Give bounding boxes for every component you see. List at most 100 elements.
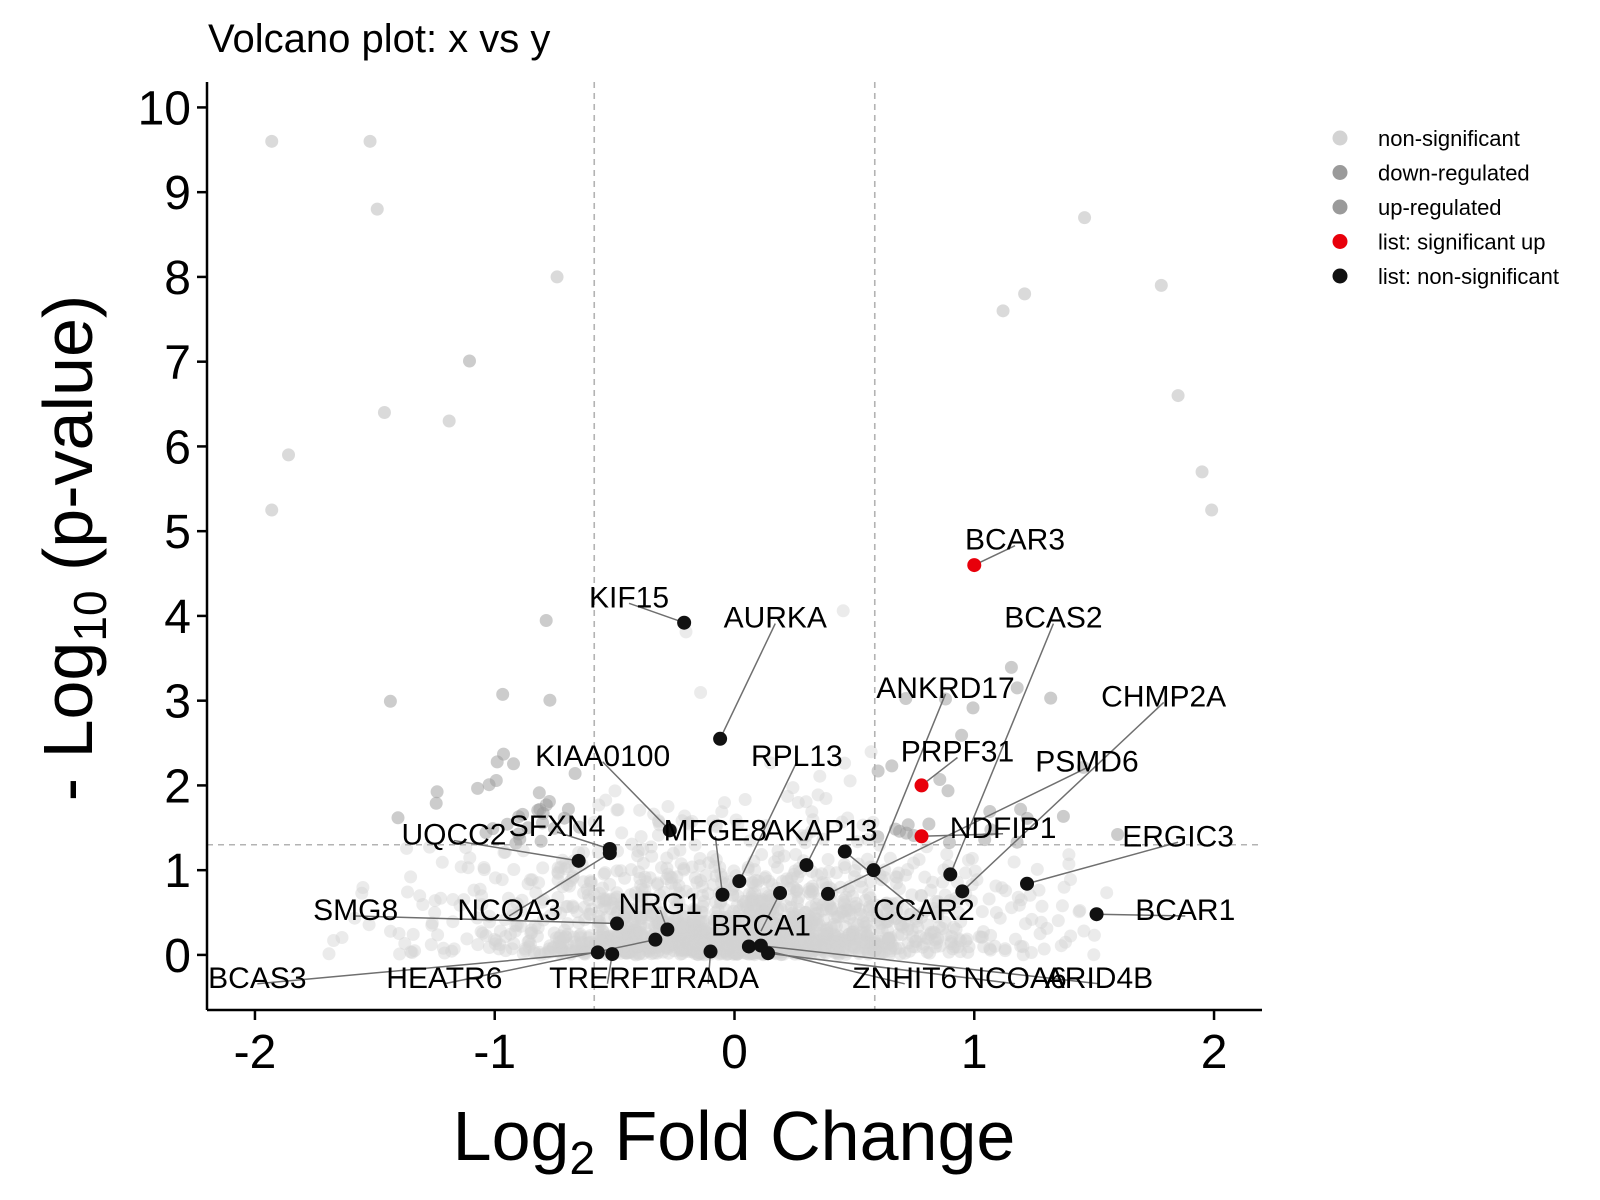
non-significant-point xyxy=(1012,898,1026,912)
non-significant-point xyxy=(880,906,894,920)
non-significant-point xyxy=(885,910,899,924)
non-significant-point xyxy=(655,912,669,926)
non-significant-point xyxy=(999,884,1013,898)
non-significant-point xyxy=(854,935,868,949)
non-significant-point xyxy=(672,895,686,909)
y-tick-label: 8 xyxy=(164,252,191,305)
non-significant-point xyxy=(716,914,730,928)
non-significant-point xyxy=(693,931,707,945)
point-smg8 xyxy=(610,916,625,931)
non-significant-point xyxy=(793,909,807,923)
non-significant-point xyxy=(786,916,800,930)
non-significant-point xyxy=(781,929,795,943)
non-significant-point xyxy=(507,937,521,951)
non-significant-point xyxy=(888,912,902,926)
non-significant-point xyxy=(764,756,778,770)
up-regulated-point xyxy=(922,817,936,831)
non-significant-point xyxy=(742,915,756,929)
non-significant-point xyxy=(790,883,804,897)
non-significant-point xyxy=(674,857,688,871)
non-significant-point xyxy=(1023,888,1037,902)
non-significant-point xyxy=(640,890,654,904)
non-significant-point xyxy=(952,906,966,920)
non-significant-point xyxy=(666,846,680,860)
non-significant-point xyxy=(820,923,834,937)
non-significant-point xyxy=(682,937,696,951)
non-significant-point xyxy=(561,860,575,874)
non-significant-point xyxy=(327,934,341,947)
down-regulated-point xyxy=(532,786,546,800)
non-significant-point xyxy=(846,925,860,939)
non-significant-point xyxy=(920,945,934,959)
non-significant-point xyxy=(680,936,694,950)
non-significant-point xyxy=(799,933,813,947)
point-brca1 xyxy=(773,886,788,901)
non-significant-point xyxy=(748,863,762,877)
non-significant-point xyxy=(438,946,452,960)
non-significant-point xyxy=(789,941,803,955)
non-significant-point xyxy=(730,899,744,913)
down-regulated-point xyxy=(463,354,476,368)
non-significant-point xyxy=(886,939,900,953)
non-significant-point xyxy=(363,134,377,148)
non-significant-point xyxy=(404,945,418,959)
non-significant-point xyxy=(686,923,700,937)
non-significant-point xyxy=(514,919,528,933)
non-significant-point xyxy=(687,902,701,916)
non-significant-point xyxy=(740,926,754,940)
point-kiaa0100 xyxy=(662,823,677,838)
non-significant-point xyxy=(630,910,644,924)
non-significant-point xyxy=(701,926,715,940)
non-significant-point xyxy=(960,932,974,946)
label-aurka: AURKA xyxy=(724,602,827,635)
non-significant-point xyxy=(717,933,731,947)
non-significant-point xyxy=(767,935,781,949)
non-significant-point xyxy=(792,922,806,936)
non-significant-point xyxy=(639,902,653,916)
non-significant-point xyxy=(953,945,967,959)
non-significant-point xyxy=(475,898,489,912)
non-significant-point xyxy=(708,934,722,948)
non-significant-point xyxy=(731,889,745,903)
non-significant-point xyxy=(621,928,635,942)
non-significant-point xyxy=(696,928,710,942)
non-significant-point xyxy=(915,910,928,924)
label-rpl13: RPL13 xyxy=(751,740,843,773)
non-significant-point xyxy=(720,929,734,943)
x-ticks: -2 -1 0 1 2 xyxy=(234,1010,1228,1079)
non-significant-point xyxy=(681,934,695,948)
non-significant-point xyxy=(781,926,795,940)
non-significant-point xyxy=(515,893,529,907)
non-significant-point xyxy=(596,894,610,908)
non-significant-point xyxy=(551,865,565,879)
non-significant-point xyxy=(610,931,624,945)
non-significant-point xyxy=(725,917,739,930)
non-significant-point xyxy=(701,887,715,901)
non-significant-point xyxy=(552,931,566,945)
non-significant-point xyxy=(544,945,557,959)
non-significant-point xyxy=(798,928,812,942)
non-significant-point xyxy=(728,935,741,949)
non-significant-point xyxy=(463,851,477,865)
non-significant-point xyxy=(781,933,795,947)
non-significant-point xyxy=(611,905,625,919)
non-significant-point xyxy=(532,876,546,890)
connector-ergic3 xyxy=(1026,841,1179,885)
non-significant-point xyxy=(924,883,938,897)
non-significant-point xyxy=(628,923,642,937)
y-tick-label: 3 xyxy=(164,676,191,729)
label-ergic3: ERGIC3 xyxy=(1122,820,1234,853)
non-significant-point xyxy=(749,899,763,912)
non-significant-point xyxy=(719,917,733,931)
non-significant-point xyxy=(653,888,667,902)
non-significant-point xyxy=(431,928,445,942)
x-tick-label: 2 xyxy=(1201,1026,1228,1079)
y-tick-label: 5 xyxy=(164,506,191,559)
non-significant-point xyxy=(745,875,759,889)
non-significant-point xyxy=(829,935,843,949)
non-significant-point xyxy=(989,879,1003,893)
non-significant-point xyxy=(788,928,802,942)
non-significant-point xyxy=(880,896,894,910)
non-significant-point xyxy=(697,934,711,948)
non-significant-point xyxy=(524,926,538,940)
